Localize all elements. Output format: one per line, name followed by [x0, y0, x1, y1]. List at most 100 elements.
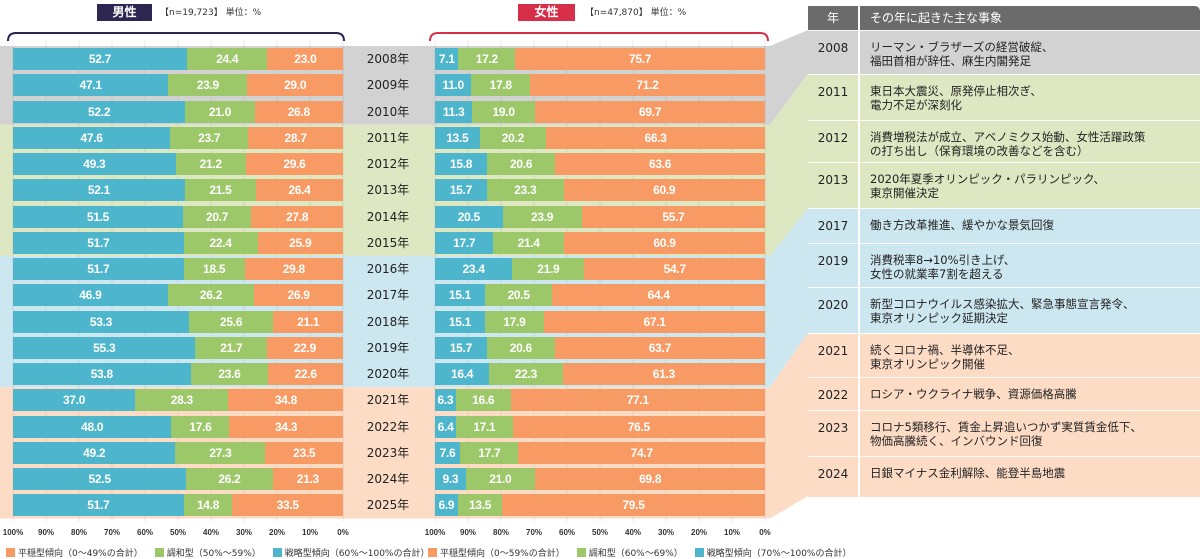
- female-bar-stable: 63.6: [555, 153, 765, 175]
- female-bar-stable: 76.5: [512, 415, 765, 438]
- male-bar-stable: 29.0: [247, 74, 343, 97]
- legend-swatch: [694, 548, 704, 557]
- female-bar-strategic: 15.1: [435, 284, 485, 307]
- event-line: 働き方改革推進、緩やかな景気回復: [870, 218, 1054, 232]
- bar-chart-area: 52.7 24.4 23.0 47.1 23.9 29.0 52.2 21.0 26.8 47.6…: [13, 48, 766, 517]
- event-row: 2012 消費増税法が成立、アベノミクス始動、女性活躍政策 の打ち出し（保育環境の改…: [808, 120, 1200, 163]
- year-label: 2019年: [366, 340, 410, 355]
- female-bar-harmony: 13.5: [457, 494, 503, 517]
- event-line: コロナ5類移行、賃金上昇追いつかず実質賃金低下、: [870, 420, 1142, 434]
- male-bar-harmony: 23.9: [168, 74, 248, 97]
- event-row: 2022 ロシア・ウクライナ戦争、資源価格高騰: [808, 377, 1200, 411]
- female-tick-label: 90%: [459, 528, 477, 537]
- event-year: 2024: [808, 457, 860, 497]
- male-bar-harmony: 23.7: [170, 126, 249, 149]
- event-year: 2020: [808, 288, 860, 334]
- female-bar-strategic: 15.1: [435, 310, 485, 333]
- female-bar-harmony: 20.6: [487, 153, 556, 175]
- male-bar-harmony: 28.3: [135, 389, 229, 412]
- event-description: リーマン・ブラザーズの経営破綻、 福田首相が辞任、麻生内閣発足: [860, 31, 1200, 75]
- year-label: 2012年: [366, 157, 410, 171]
- year-label: 2018年: [366, 314, 410, 329]
- female-bar-harmony: 23.9: [502, 205, 582, 228]
- male-bar-stable: 34.8: [228, 389, 344, 412]
- event-description: 働き方改革推進、緩やかな景気回復: [860, 209, 1200, 244]
- female-bar-stable: 67.1: [543, 310, 766, 333]
- female-sample-size: 【n=47,870】 単位：%: [585, 8, 687, 18]
- event-description: 消費税率8→10%引き上げ、 女性の就業率7割を超える: [860, 244, 1200, 288]
- legend-item-harmony: 調和型（50%〜59%）: [154, 546, 261, 559]
- female-bar-strategic: 15.7: [435, 336, 487, 359]
- event-line: の打ち出し（保育環境の改善などを含む）: [870, 144, 1089, 158]
- year-label: 2017年: [366, 288, 410, 303]
- year-label: 2013年: [366, 183, 410, 198]
- male-bar-strategic: 52.2: [13, 100, 186, 123]
- event-description: コロナ5類移行、賃金上昇追いつかず実質賃金低下、 物価高騰続く、インバウンド回復: [860, 411, 1200, 457]
- male-bar-harmony: 18.5: [183, 258, 245, 280]
- male-bar-stable: 29.6: [245, 153, 344, 175]
- year-label: 2009年: [366, 78, 410, 93]
- female-bracket: [429, 32, 769, 42]
- female-bar-harmony: 21.0: [465, 468, 535, 490]
- male-tick-label: 90%: [37, 528, 55, 537]
- male-bar-harmony: 23.6: [190, 363, 269, 385]
- female-bar-harmony: 17.2: [458, 48, 516, 70]
- female-bar-stable: 77.1: [510, 389, 765, 412]
- female-bar-strategic: 11.3: [435, 100, 473, 123]
- male-bar-strategic: 53.8: [13, 363, 191, 385]
- male-bar-stable: 26.9: [254, 284, 343, 307]
- female-tick-label: 0%: [759, 528, 771, 537]
- male-bar-harmony: 24.4: [186, 48, 268, 70]
- event-year: 2021: [808, 334, 860, 378]
- female-bar-stable: 69.8: [534, 468, 766, 490]
- event-line: 東日本大震災、原発停止相次ぎ、: [870, 84, 1042, 98]
- header-year: 年: [808, 6, 860, 30]
- female-bar-stable: 55.7: [581, 205, 766, 228]
- male-bar-strategic: 47.6: [13, 126, 171, 149]
- female-tick-label: 30%: [657, 528, 675, 537]
- legend-item-strategic: 戦略型傾向（60%〜100%の合計）: [272, 546, 430, 559]
- female-bar-strategic: 6.9: [435, 494, 458, 517]
- male-bracket: [7, 32, 345, 42]
- male-bar-strategic: 46.9: [13, 284, 168, 307]
- year-label: 2008年: [366, 52, 410, 66]
- legend-item-strategic: 戦略型傾向（70%〜100%の合計）: [694, 546, 852, 559]
- event-line: 女性の就業率7割を超える: [870, 267, 1004, 281]
- female-tick-label: 40%: [624, 528, 642, 537]
- male-bar-strategic: 52.5: [13, 468, 187, 490]
- event-year: 2011: [808, 75, 860, 121]
- female-legend: 平穏型傾向（0〜59%の合計） 調和型（60%〜69%） 戦略型傾向（70%〜100…: [428, 546, 852, 559]
- legend-swatch: [428, 548, 437, 557]
- male-bar-stable: 28.7: [248, 126, 343, 149]
- male-legend: 平穏型傾向（0〜49%の合計） 調和型（50%〜59%） 戦略型傾向（60%〜100…: [6, 546, 430, 559]
- male-bar-strategic: 49.2: [13, 441, 176, 464]
- event-description: 日銀マイナス金利解除、能登半島地震: [860, 457, 1200, 497]
- connector-wedge-band_2021: [770, 333, 808, 519]
- female-bar-harmony: 22.3: [489, 363, 563, 385]
- event-description: 新型コロナウイルス感染拡大、緊急事態宣言発令、 東京オリンピック延期決定: [860, 288, 1200, 334]
- female-bar-strategic: 23.4: [435, 258, 513, 280]
- female-bar-stable: 63.7: [554, 336, 765, 359]
- male-tick-label: 10%: [301, 528, 319, 537]
- male-bar-stable: 23.0: [267, 48, 344, 70]
- connector-wedge-band_2008: [770, 30, 808, 125]
- female-bar-stable: 60.9: [564, 231, 765, 254]
- event-line: ロシア・ウクライナ戦争、資源価格高騰: [870, 387, 1077, 401]
- female-bar-strategic: 7.1: [435, 48, 459, 70]
- female-bar-stable: 60.9: [563, 179, 765, 202]
- legend-label: 平穏型傾向（0〜59%の合計）: [440, 549, 565, 559]
- year-label: 2014年: [366, 209, 410, 224]
- female-bar-strategic: 20.5: [435, 205, 503, 228]
- legend-label: 調和型（50%〜59%）: [166, 549, 261, 559]
- legend-swatch: [272, 548, 282, 557]
- female-bar-stable: 69.7: [534, 100, 765, 123]
- male-bar-stable: 26.8: [254, 100, 343, 123]
- event-line: 新型コロナウイルス感染拡大、緊急事態宣言発令、: [870, 297, 1135, 311]
- female-title-badge: 女性: [518, 4, 575, 21]
- male-tick-label: 20%: [268, 528, 286, 537]
- event-year: 2012: [808, 121, 860, 163]
- year-label: 2010年: [366, 104, 410, 119]
- male-bar-strategic: 51.5: [13, 205, 183, 228]
- header-event: その年に起きた主な事象: [870, 11, 1003, 25]
- female-bar-harmony: 19.0: [472, 100, 535, 123]
